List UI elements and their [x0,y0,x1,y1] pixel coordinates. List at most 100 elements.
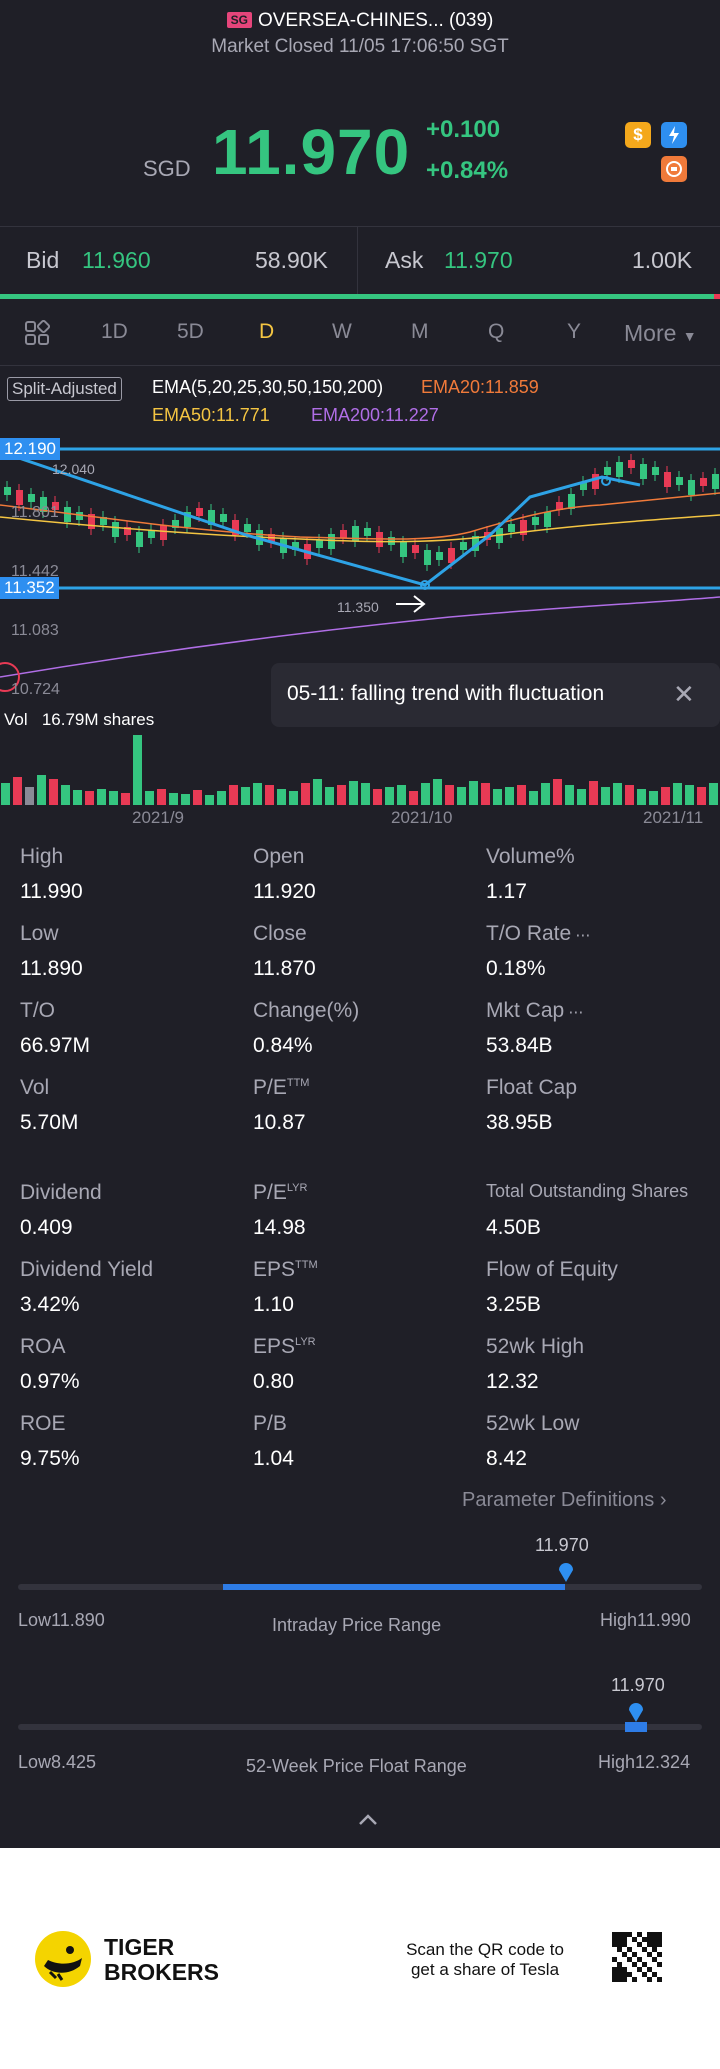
candle-body [664,472,671,487]
volume-bars [1,735,718,805]
volume-bar [385,787,394,805]
volume-bar [433,779,442,805]
volume-bar [145,791,154,805]
resistance-tag[interactable]: 12.190 [0,438,60,460]
week52-pin-icon [629,1703,643,1722]
tab-week[interactable]: W [332,320,352,343]
report-icon[interactable] [661,156,687,182]
stat-label: T/O Rate ⋯ [486,922,590,946]
stat-label: ROA [20,1335,66,1359]
market-badge: SG [226,12,252,28]
chevron-right-icon: › [659,1489,667,1511]
tab-day[interactable]: D [259,320,275,343]
volume-bar [673,783,682,805]
kline-chart[interactable]: Split-Adjusted EMA(5,20,25,30,50,150,200… [0,367,720,827]
grid-icon[interactable] [24,319,51,351]
stat-value: 11.870 [253,957,316,980]
volume-bar [589,781,598,805]
candle-body [580,482,587,490]
stat-label-text: T/O Rate [486,922,572,945]
stat-value: 0.409 [20,1216,73,1239]
candle-body [340,530,347,538]
stat-label-text: 52wk High [486,1335,585,1358]
tab-1d[interactable]: 1D [101,320,128,343]
stat-label: Vol [20,1076,49,1100]
candle-body [568,494,575,509]
price-label-11083: 11.083 [11,622,59,639]
week52-range-track [18,1724,702,1730]
volume-bar [193,790,202,805]
chevron-up-icon[interactable] [358,1806,378,1832]
candle-body [616,462,623,477]
intraday-current-value: 11.970 [535,1535,589,1555]
parameter-definitions-link[interactable]: Parameter Definitions › [462,1489,667,1512]
stat-label: Change(%) [253,999,359,1023]
flash-icon[interactable] [661,122,687,148]
volume-bar [325,787,334,805]
week52-high: High12.324 [598,1752,691,1772]
stat-value: 10.87 [253,1111,306,1134]
volume-bar [205,795,214,805]
stat-label-text: Dividend Yield [20,1258,154,1281]
tab-more-label: More [624,320,677,346]
dividend-icon[interactable]: $ [625,122,651,148]
volume-bar [229,785,238,805]
tab-5d[interactable]: 5D [177,320,204,343]
qr-code-icon[interactable] [612,1932,662,1982]
stat-label-text: Dividend [20,1181,102,1204]
candle-body [424,550,431,565]
ask-price: 11.970 [444,247,513,273]
info-icon[interactable]: ⋯ [571,927,591,944]
candle-body [364,528,371,536]
ema-indicator-label[interactable]: EMA(5,20,25,30,50,150,200) [152,377,384,397]
close-icon[interactable]: ✕ [673,679,695,709]
tab-more[interactable]: More ▼ [624,320,697,347]
stat-value: 53.84B [486,1034,553,1057]
price-label-10724: 10.724 [11,681,60,698]
stat-value: 12.32 [486,1370,539,1393]
volume-bar [73,790,82,805]
bid-label: Bid [26,247,60,273]
stat-label-text: P/B [253,1412,287,1435]
tiger-logo-icon [35,1931,91,1987]
stat-label-text: High [20,845,64,868]
split-adjusted-toggle[interactable]: Split-Adjusted [7,377,122,401]
candle-body [16,490,23,505]
stat-value: 0.80 [253,1370,294,1393]
volume-bar [397,785,406,805]
stat-label: Dividend [20,1181,102,1205]
week52-range-marker [625,1722,647,1732]
tab-quarter[interactable]: Q [488,320,505,343]
candle-body [232,520,239,535]
candle-body [100,517,107,525]
candle-body [136,532,143,547]
info-icon[interactable]: ⋯ [564,1004,584,1021]
candle-body [244,524,251,532]
qr-line-1: Scan the QR code to [406,1940,564,1959]
arrow-right-icon [396,595,426,613]
ask-size: 1.00K [632,247,693,273]
tab-month[interactable]: M [411,320,429,343]
stat-label-text: Float Cap [486,1076,578,1099]
stat-value: 66.97M [20,1034,91,1057]
market-status: Market Closed 11/05 17:06:50 SGT [211,36,509,57]
trend-point [601,476,611,486]
candle-body [4,487,11,495]
candle-body [712,474,719,489]
low-point-label: 11.350 [337,599,379,615]
price-label-11442: 11.442 [11,563,59,580]
volume-bar [481,783,490,805]
stat-value: 8.42 [486,1447,527,1470]
stat-label-text: Change(%) [253,999,360,1022]
stat-label-superscript: LYR [295,1336,316,1348]
date-label-nov: 2021/11 [643,808,704,827]
support-tag[interactable]: 11.352 [0,577,59,599]
candle-body [220,514,227,522]
volume-bar [469,781,478,805]
stat-label: Volume% [486,845,575,869]
stat-value: 4.50B [486,1216,541,1239]
tab-year[interactable]: Y [567,320,582,343]
currency-label: SGD [143,156,191,181]
stock-title-row[interactable]: SG OVERSEA-CHINES... (039) [0,10,720,32]
stat-label: Open [253,845,304,869]
